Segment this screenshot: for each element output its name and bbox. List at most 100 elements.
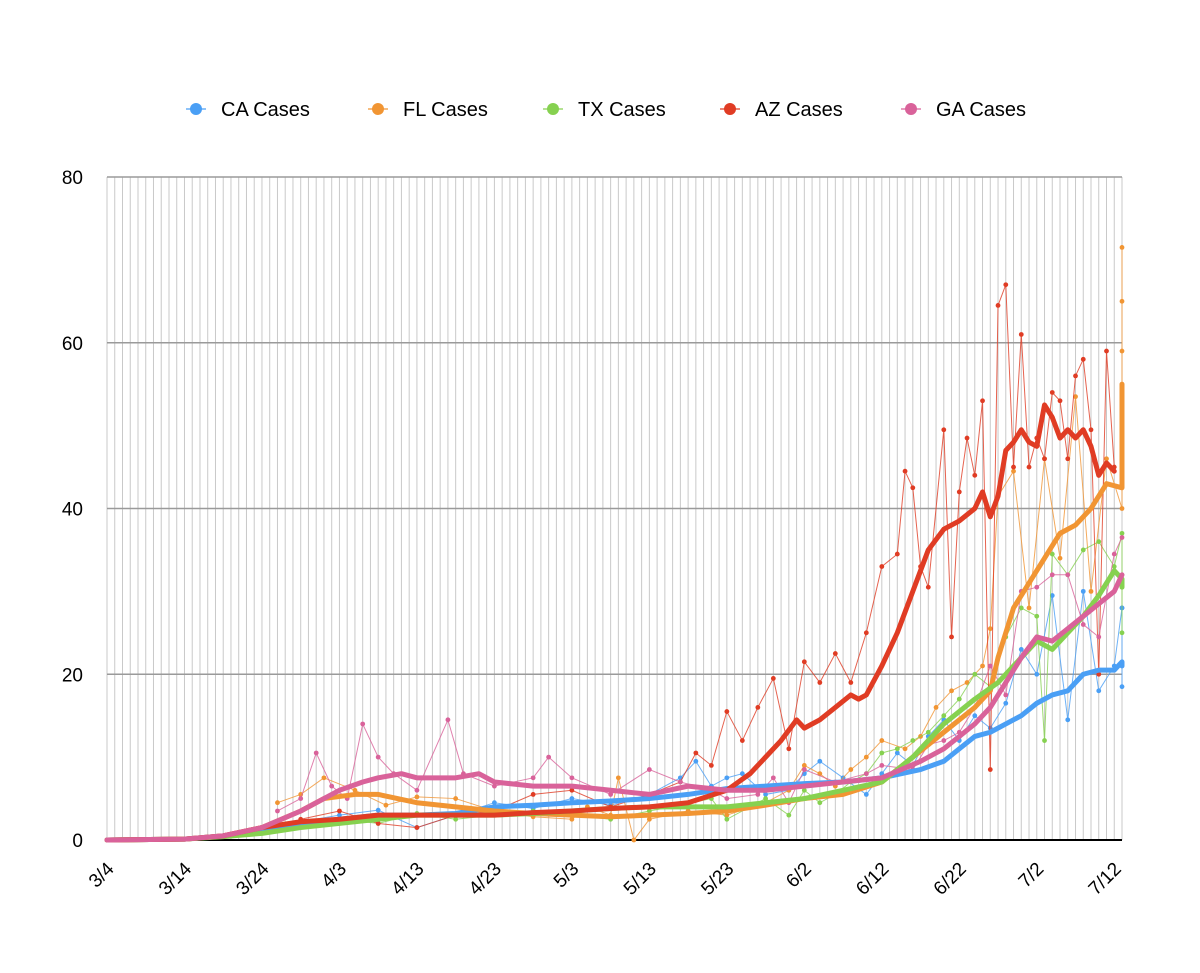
daily-line — [300, 284, 1115, 829]
daily-point — [693, 750, 699, 756]
daily-point — [964, 435, 970, 441]
daily-point — [972, 671, 978, 677]
daily-point — [941, 738, 947, 743]
daily-point — [1080, 547, 1086, 553]
daily-point — [677, 779, 683, 785]
daily-point — [801, 659, 807, 665]
daily-point — [1011, 464, 1016, 470]
daily-point — [275, 808, 280, 814]
daily-point — [848, 767, 854, 772]
daily-point — [708, 763, 714, 768]
daily-point — [925, 584, 931, 590]
legend-label: AZ Cases — [755, 99, 843, 121]
daily-point — [941, 427, 947, 433]
x-tick-label: 5/23 — [697, 859, 738, 900]
daily-point — [1003, 692, 1009, 698]
x-tick-label: 6/12 — [852, 859, 893, 900]
y-tick-label: 80 — [62, 168, 83, 189]
y-axis-ticks: 0 20 40 60 80 — [62, 168, 83, 852]
daily-point — [964, 680, 970, 685]
daily-point — [569, 796, 575, 801]
daily-point — [275, 800, 280, 806]
daily-point — [724, 796, 730, 801]
daily-point — [739, 738, 745, 743]
average-series — [104, 381, 1125, 843]
y-tick-label: 0 — [72, 831, 83, 852]
x-tick-label: 4/13 — [387, 859, 428, 900]
daily-point — [569, 816, 575, 822]
daily-point — [530, 792, 536, 797]
daily-point — [817, 758, 823, 764]
daily-point — [492, 783, 497, 789]
daily-point — [1096, 634, 1102, 640]
daily-point — [755, 792, 761, 797]
series-line — [104, 659, 1125, 843]
daily-point — [739, 771, 745, 777]
x-tick-label: 5/13 — [620, 859, 661, 900]
daily-point — [894, 750, 900, 756]
daily-point — [817, 680, 823, 685]
legend-marker — [372, 103, 384, 115]
daily-point — [1049, 551, 1055, 557]
daily-point — [786, 812, 792, 818]
daily-point — [1111, 551, 1117, 557]
daily-point — [763, 796, 768, 801]
x-tick-label: 3/4 — [85, 858, 119, 892]
y-tick-label: 60 — [62, 334, 83, 355]
daily-point — [1018, 605, 1024, 611]
daily-point — [1080, 356, 1086, 362]
daily-point — [863, 792, 869, 797]
daily-point — [1119, 684, 1125, 690]
daily-point — [360, 721, 366, 727]
daily-point — [832, 651, 838, 656]
daily-point — [646, 816, 652, 822]
daily-point — [1018, 332, 1024, 337]
daily-point — [329, 783, 335, 789]
daily-point — [646, 808, 652, 814]
x-tick-label: 5/3 — [550, 859, 584, 893]
x-tick-label: 3/24 — [232, 858, 273, 899]
daily-point — [1011, 468, 1016, 474]
daily-point — [313, 750, 319, 756]
daily-point — [693, 758, 699, 764]
daily-point — [453, 796, 459, 801]
daily-point — [925, 729, 931, 735]
daily-point — [383, 802, 389, 808]
legend-label: TX Cases — [578, 99, 666, 121]
daily-point — [949, 688, 954, 694]
daily-point — [1119, 535, 1125, 540]
x-tick-label: 6/22 — [930, 859, 971, 900]
daily-point — [879, 564, 885, 569]
daily-point — [949, 634, 954, 640]
daily-point — [1104, 456, 1109, 462]
daily-point — [724, 709, 730, 714]
daily-point — [615, 775, 621, 781]
daily-point — [492, 800, 497, 806]
x-axis-ticks: 3/4 3/14 3/24 4/3 4/13 4/23 5/3 5/13 5/23 6/2 6/12… — [85, 858, 1126, 899]
daily-point — [1049, 390, 1055, 395]
daily-point — [375, 807, 381, 813]
daily-point — [724, 816, 730, 822]
daily-point — [1088, 588, 1094, 594]
daily-point — [763, 792, 768, 797]
daily-point — [987, 663, 993, 669]
daily-point — [1119, 630, 1125, 636]
daily-point — [1034, 584, 1040, 590]
daily-line — [277, 247, 1123, 842]
daily-point — [972, 472, 978, 478]
daily-point — [941, 713, 947, 719]
daily-point — [902, 468, 908, 474]
daily-point — [933, 705, 939, 710]
daily-point — [902, 746, 908, 752]
daily-point — [298, 796, 304, 801]
daily-point — [801, 763, 807, 768]
horizontal-gridlines — [107, 176, 1122, 841]
legend-label: CA Cases — [221, 99, 310, 121]
daily-point — [1119, 348, 1125, 354]
daily-point — [1034, 613, 1040, 619]
daily-point — [375, 821, 381, 826]
daily-point — [801, 787, 807, 793]
daily-point — [863, 754, 869, 760]
daily-point — [453, 816, 459, 822]
